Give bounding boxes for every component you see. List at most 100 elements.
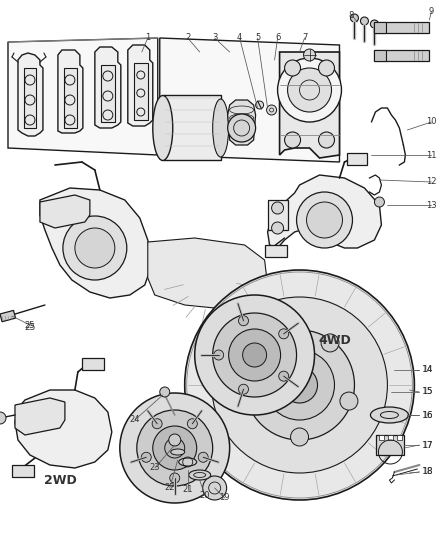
Circle shape: [374, 197, 385, 207]
Bar: [0, 310, 16, 322]
Text: 3: 3: [212, 34, 217, 43]
Polygon shape: [95, 47, 121, 128]
Circle shape: [185, 270, 414, 500]
Text: 22: 22: [165, 483, 175, 492]
Bar: [374, 22, 386, 33]
Text: 11: 11: [426, 150, 437, 159]
Circle shape: [267, 105, 276, 115]
Polygon shape: [40, 188, 152, 298]
Text: 18: 18: [422, 467, 433, 477]
Circle shape: [272, 202, 283, 214]
Circle shape: [279, 371, 289, 381]
Polygon shape: [228, 100, 256, 145]
Text: 1: 1: [145, 34, 150, 43]
Circle shape: [187, 419, 198, 429]
Bar: [163, 95, 221, 160]
Bar: [374, 22, 429, 33]
Bar: [265, 245, 286, 257]
Text: 15: 15: [422, 387, 433, 397]
Polygon shape: [64, 68, 77, 128]
Text: 4WD: 4WD: [318, 334, 351, 346]
Text: 6: 6: [275, 34, 280, 43]
Circle shape: [203, 476, 226, 500]
Bar: [374, 50, 429, 61]
Circle shape: [297, 192, 353, 248]
Text: 14: 14: [422, 366, 433, 375]
Circle shape: [318, 60, 335, 76]
Circle shape: [285, 132, 300, 148]
Text: 8: 8: [349, 11, 354, 20]
Text: 2: 2: [185, 34, 191, 43]
Bar: [347, 153, 367, 165]
Polygon shape: [134, 63, 148, 120]
Bar: [376, 435, 404, 455]
Text: 25: 25: [24, 324, 35, 333]
Circle shape: [141, 453, 151, 462]
Polygon shape: [279, 52, 339, 158]
Ellipse shape: [213, 99, 229, 157]
Text: 16: 16: [422, 410, 433, 419]
Text: 19: 19: [219, 494, 230, 503]
Circle shape: [239, 316, 248, 326]
Circle shape: [152, 419, 162, 429]
Polygon shape: [40, 195, 90, 228]
Ellipse shape: [153, 95, 173, 160]
Circle shape: [198, 453, 208, 462]
Circle shape: [170, 473, 180, 483]
Circle shape: [278, 58, 342, 122]
Bar: [374, 50, 386, 61]
Circle shape: [214, 350, 224, 360]
Text: 14: 14: [422, 366, 433, 375]
Text: 10: 10: [426, 117, 437, 126]
Bar: [82, 358, 104, 370]
Circle shape: [304, 49, 315, 61]
Text: 2WD: 2WD: [43, 473, 76, 487]
Polygon shape: [15, 390, 112, 468]
Text: 12: 12: [426, 177, 437, 187]
Circle shape: [239, 384, 248, 394]
Ellipse shape: [179, 458, 197, 466]
Text: 13: 13: [426, 200, 437, 209]
Ellipse shape: [371, 407, 408, 423]
Polygon shape: [268, 175, 381, 248]
Polygon shape: [148, 238, 268, 308]
Polygon shape: [18, 53, 43, 136]
Ellipse shape: [189, 470, 211, 480]
Circle shape: [63, 216, 127, 280]
Text: 23: 23: [149, 464, 160, 472]
Circle shape: [321, 334, 339, 352]
Text: 4: 4: [237, 34, 242, 43]
Polygon shape: [101, 65, 115, 122]
Bar: [389, 435, 393, 440]
Text: 5: 5: [255, 34, 260, 43]
Circle shape: [285, 60, 300, 76]
Circle shape: [279, 329, 289, 339]
Ellipse shape: [171, 449, 185, 455]
Polygon shape: [15, 398, 65, 435]
Circle shape: [153, 426, 197, 470]
Circle shape: [340, 392, 358, 410]
Circle shape: [371, 20, 378, 28]
Circle shape: [75, 228, 115, 268]
Circle shape: [272, 222, 283, 234]
Circle shape: [307, 202, 343, 238]
Bar: [268, 200, 288, 230]
Text: 17: 17: [422, 440, 433, 449]
Circle shape: [360, 17, 368, 25]
Circle shape: [228, 114, 256, 142]
Circle shape: [160, 387, 170, 397]
Circle shape: [265, 350, 335, 420]
Text: 7: 7: [302, 34, 307, 43]
Text: 9: 9: [429, 7, 434, 17]
Bar: [379, 435, 385, 440]
Circle shape: [213, 313, 297, 397]
Bar: [397, 435, 403, 440]
Circle shape: [260, 334, 278, 352]
Polygon shape: [58, 50, 83, 133]
Circle shape: [318, 132, 335, 148]
Circle shape: [245, 330, 354, 440]
Circle shape: [350, 14, 358, 22]
Polygon shape: [8, 38, 158, 155]
Circle shape: [212, 297, 388, 473]
Text: 15: 15: [422, 387, 433, 397]
